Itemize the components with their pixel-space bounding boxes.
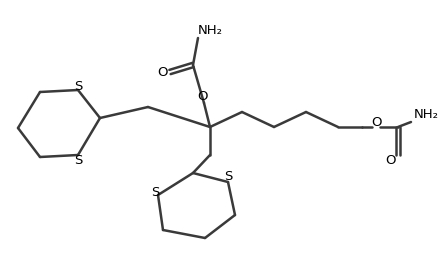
Text: S: S — [74, 153, 82, 167]
Text: O: O — [385, 154, 395, 167]
Text: S: S — [224, 170, 232, 183]
Text: S: S — [74, 81, 82, 93]
Text: O: O — [157, 66, 167, 78]
Text: S: S — [151, 186, 159, 199]
Text: O: O — [197, 89, 207, 103]
Text: NH₂: NH₂ — [198, 24, 223, 37]
Text: NH₂: NH₂ — [414, 108, 438, 121]
Text: O: O — [372, 116, 382, 129]
